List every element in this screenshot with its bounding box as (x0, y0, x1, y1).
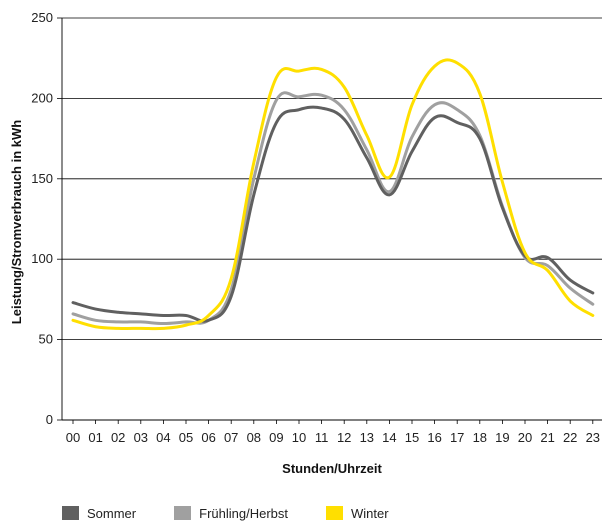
y-tick-label: 100 (31, 251, 53, 266)
x-tick-label: 05 (179, 430, 193, 445)
x-tick-label: 09 (269, 430, 283, 445)
series-line-fr-hling-herbst (71, 91, 595, 326)
x-tick-label: 02 (111, 430, 125, 445)
legend: Sommer Frühling/Herbst Winter (62, 504, 427, 522)
x-tick-label: 00 (66, 430, 80, 445)
legend-label: Sommer (87, 505, 137, 521)
legend-item: Sommer (62, 506, 136, 521)
legend-item: Winter (326, 506, 389, 521)
axes (57, 17, 602, 424)
x-tick-label: 20 (518, 430, 532, 445)
x-axis-title: Stunden/Uhrzeit (282, 461, 382, 476)
series-line-winter (71, 58, 595, 331)
legend-label: Frühling/Herbst (199, 505, 288, 521)
x-tick-label: 14 (382, 430, 396, 445)
legend-item: Frühling/Herbst (174, 506, 288, 521)
x-tick-label: 15 (405, 430, 419, 445)
legend-label: Winter (351, 505, 389, 521)
x-tick-label: 12 (337, 430, 351, 445)
x-tick-label: 07 (224, 430, 238, 445)
x-tick-label: 08 (247, 430, 261, 445)
x-tick-label: 03 (134, 430, 148, 445)
x-tick-label: 06 (201, 430, 215, 445)
x-tick-label: 13 (360, 430, 374, 445)
y-axis-title: Leistung/Stromverbrauch in kWh (9, 120, 24, 324)
x-tick-label: 23 (586, 430, 600, 445)
line-chart: 0 50 100 150 200 250 00 01 02 03 04 05 06 07 08 09 10 11 1… (9, 10, 602, 476)
series-line-sommer (71, 105, 595, 323)
y-tick-label: 150 (31, 171, 53, 186)
gridlines (62, 17, 602, 341)
x-tick-label: 17 (450, 430, 464, 445)
series-lines (71, 58, 595, 331)
legend-swatch (326, 506, 343, 520)
x-tick-label: 11 (315, 430, 329, 445)
x-tick-label: 18 (473, 430, 487, 445)
x-tick-label: 01 (88, 430, 102, 445)
x-tick-label: 21 (540, 430, 554, 445)
y-tick-label: 250 (31, 10, 53, 25)
x-tick-label: 22 (563, 430, 577, 445)
y-tick-label: 50 (39, 332, 53, 347)
y-tick-label: 0 (46, 412, 53, 427)
y-tick-label: 200 (31, 90, 53, 105)
x-tick-label: 19 (495, 430, 509, 445)
x-tick-label: 04 (156, 430, 170, 445)
tick-labels: 0 50 100 150 200 250 00 01 02 03 04 05 06 07 08 09 10 11 1… (31, 10, 600, 445)
x-tick-label: 10 (292, 430, 306, 445)
x-tick-label: 16 (427, 430, 441, 445)
legend-swatch (62, 506, 79, 520)
legend-swatch (174, 506, 192, 520)
